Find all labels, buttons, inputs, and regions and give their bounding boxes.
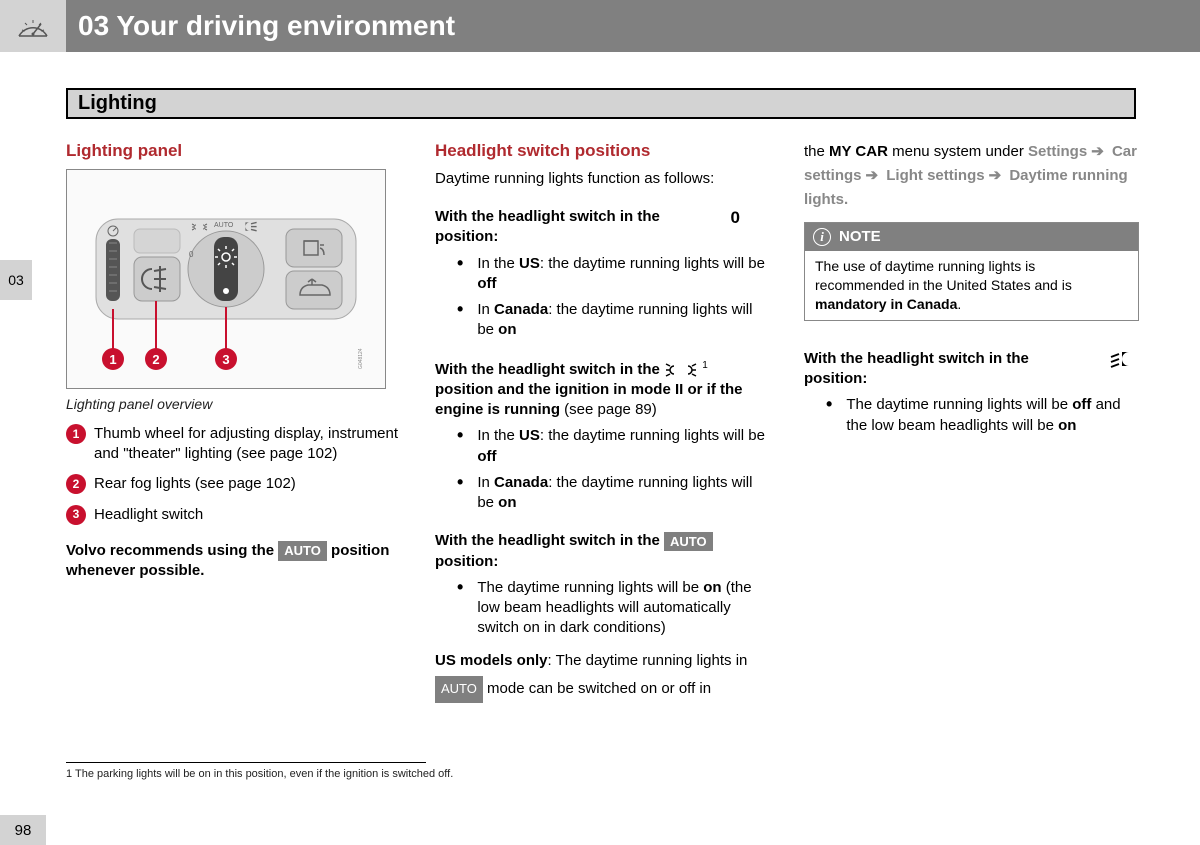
page-number: 98 bbox=[0, 815, 46, 845]
intro-text: Daytime running lights function as follo… bbox=[435, 169, 770, 189]
content-columns: Lighting panel bbox=[66, 140, 1146, 704]
column-2: Headlight switch positions Daytime runni… bbox=[435, 140, 770, 704]
svg-text:1: 1 bbox=[109, 352, 116, 367]
headlight-positions-heading: Headlight switch positions bbox=[435, 140, 770, 163]
note-box: i NOTE The use of daytime running lights… bbox=[804, 222, 1139, 321]
footnote: 1 The parking lights will be on in this … bbox=[66, 768, 453, 780]
svg-text:0: 0 bbox=[189, 250, 194, 259]
callout-2-icon: 2 bbox=[66, 474, 86, 494]
pos0-bullet-us: • In the US: the daytime running lights … bbox=[457, 254, 770, 295]
side-tab: 03 bbox=[0, 260, 32, 300]
recommendation: Volvo recommends using the AUTO position… bbox=[66, 541, 401, 582]
lighting-panel-heading: Lighting panel bbox=[66, 140, 401, 163]
svg-text:G048124: G048124 bbox=[358, 348, 364, 369]
callout-3-text: Headlight switch bbox=[94, 505, 203, 525]
note-body: The use of daytime running lights is rec… bbox=[805, 251, 1138, 320]
chapter-title: 03 Your driving environment bbox=[78, 10, 455, 42]
low-beam-icon bbox=[1109, 349, 1139, 369]
callout-3-icon: 3 bbox=[66, 505, 86, 525]
callout-1-icon: 1 bbox=[66, 424, 86, 444]
column-1: Lighting panel bbox=[66, 140, 401, 704]
section-title: Lighting bbox=[66, 88, 1136, 119]
legend-item-2: 2 Rear fog lights (see page 102) bbox=[66, 474, 401, 494]
position-low-heading: With the headlight switch in the positio… bbox=[804, 349, 1139, 390]
gauge-icon bbox=[0, 0, 66, 52]
pospark-bullet-canada: • In Canada: the daytime running lights … bbox=[457, 473, 770, 514]
callout-2-text: Rear fog lights (see page 102) bbox=[94, 474, 296, 494]
position-zero-heading: With the headlight switch in the positio… bbox=[435, 207, 770, 248]
lighting-panel-figure: 0 AUTO bbox=[66, 169, 386, 389]
chapter-header: 03 Your driving environment bbox=[0, 0, 1200, 52]
us-only-text: US models only: The daytime running ligh… bbox=[435, 647, 770, 704]
position-parking-heading: With the headlight switch in the 1 posit… bbox=[435, 359, 770, 421]
svg-text:2: 2 bbox=[152, 352, 159, 367]
info-icon: i bbox=[813, 228, 831, 246]
note-header: i NOTE bbox=[805, 223, 1138, 251]
auto-chip: AUTO bbox=[278, 541, 327, 561]
parking-light-icon bbox=[664, 363, 698, 377]
menu-path-text: the MY CAR menu system under Settings➔ C… bbox=[804, 140, 1139, 212]
svg-text:3: 3 bbox=[222, 352, 229, 367]
callout-1-text: Thumb wheel for adjusting display, instr… bbox=[94, 424, 401, 465]
position-auto-heading: With the headlight switch in the AUTO po… bbox=[435, 531, 770, 572]
zero-icon: 0 bbox=[731, 207, 770, 230]
pos0-bullet-canada: • In Canada: the daytime running lights … bbox=[457, 300, 770, 341]
auto-chip-3: AUTO bbox=[435, 676, 483, 703]
legend-item-1: 1 Thumb wheel for adjusting display, ins… bbox=[66, 424, 401, 465]
column-3: the MY CAR menu system under Settings➔ C… bbox=[804, 140, 1139, 704]
posauto-bullet: • The daytime running lights will be on … bbox=[457, 578, 770, 639]
pospark-bullet-us: • In the US: the daytime running lights … bbox=[457, 426, 770, 467]
poslow-bullet: • The daytime running lights will be off… bbox=[826, 395, 1139, 436]
svg-text:AUTO: AUTO bbox=[214, 222, 234, 229]
auto-chip-2: AUTO bbox=[664, 532, 713, 552]
footnote-rule bbox=[66, 762, 426, 763]
figure-caption: Lighting panel overview bbox=[66, 395, 401, 414]
legend-item-3: 3 Headlight switch bbox=[66, 505, 401, 525]
